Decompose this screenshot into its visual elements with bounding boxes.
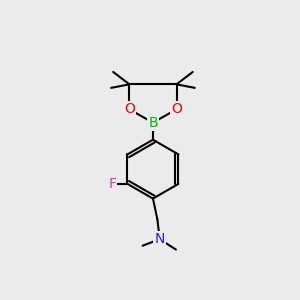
Text: O: O xyxy=(124,102,135,116)
Text: O: O xyxy=(171,102,182,116)
Text: N: N xyxy=(154,232,165,246)
Text: B: B xyxy=(148,116,158,130)
Text: F: F xyxy=(108,177,116,191)
